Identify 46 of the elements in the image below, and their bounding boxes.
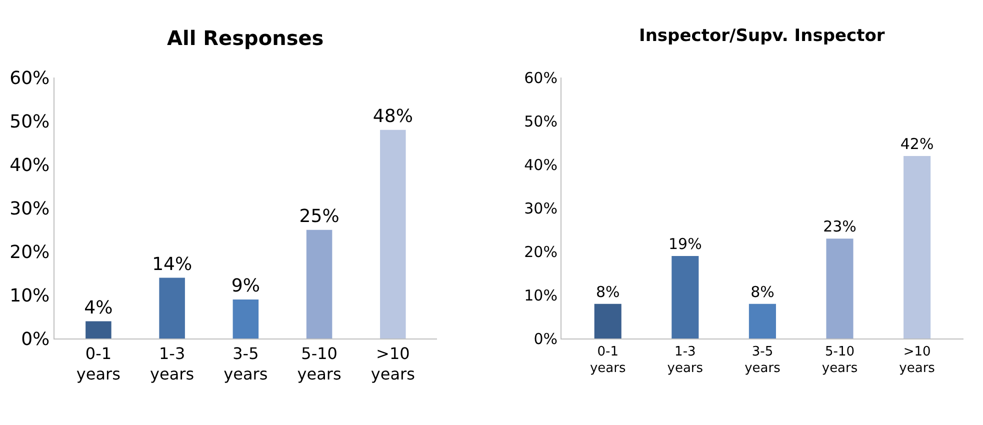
chart-title: All Responses <box>167 26 324 50</box>
bar <box>380 130 406 339</box>
data-label: 42% <box>900 134 934 153</box>
y-tick-label: 30% <box>10 198 50 220</box>
bar <box>159 278 185 339</box>
x-tick-label: 5-10 years <box>297 344 342 384</box>
data-label: 25% <box>299 206 340 227</box>
x-tick-label: >10 years <box>370 344 415 384</box>
y-tick-label: 50% <box>524 112 558 130</box>
bar <box>232 300 259 339</box>
y-tick-label: 0% <box>21 329 50 350</box>
data-label: 8% <box>750 282 774 301</box>
x-tick-label: 0-1 years <box>76 344 120 384</box>
y-tick-label: 40% <box>10 154 50 176</box>
chart-title: Inspector/Supv. Inspector <box>639 26 886 46</box>
y-tick-label: 20% <box>524 242 558 261</box>
bar <box>826 238 854 339</box>
data-label: 19% <box>668 235 702 254</box>
bar <box>748 304 776 339</box>
y-tick-label: 50% <box>10 111 50 132</box>
data-label: 14% <box>152 254 192 275</box>
y-tick-label: 60% <box>10 68 50 89</box>
y-tick-label: 10% <box>10 286 50 306</box>
y-tick-label: 60% <box>524 68 558 87</box>
y-tick-label: 0% <box>534 330 558 348</box>
bar <box>672 256 699 339</box>
y-tick-label: 20% <box>10 242 50 263</box>
bar <box>594 304 622 339</box>
data-label: 23% <box>823 218 856 236</box>
x-tick-label: 1-3 years <box>667 344 704 376</box>
x-tick-label: >10 years <box>899 344 936 376</box>
y-tick-label: 40% <box>524 156 558 174</box>
x-tick-label: 5-10 years <box>822 344 858 376</box>
data-label: 48% <box>372 106 413 127</box>
x-tick-label: 1-3 years <box>150 344 194 384</box>
x-tick-label: 0-1 years <box>590 344 626 376</box>
bar <box>86 321 112 339</box>
data-label: 4% <box>84 297 113 318</box>
bar <box>306 230 332 339</box>
y-tick-label: 10% <box>524 286 558 304</box>
data-label: 9% <box>231 276 260 297</box>
bar <box>904 156 931 339</box>
x-tick-label: 3-5 years <box>744 344 781 376</box>
x-tick-label: 3-5 years <box>224 344 268 384</box>
y-tick-label: 30% <box>524 199 558 218</box>
data-label: 8% <box>596 282 620 301</box>
